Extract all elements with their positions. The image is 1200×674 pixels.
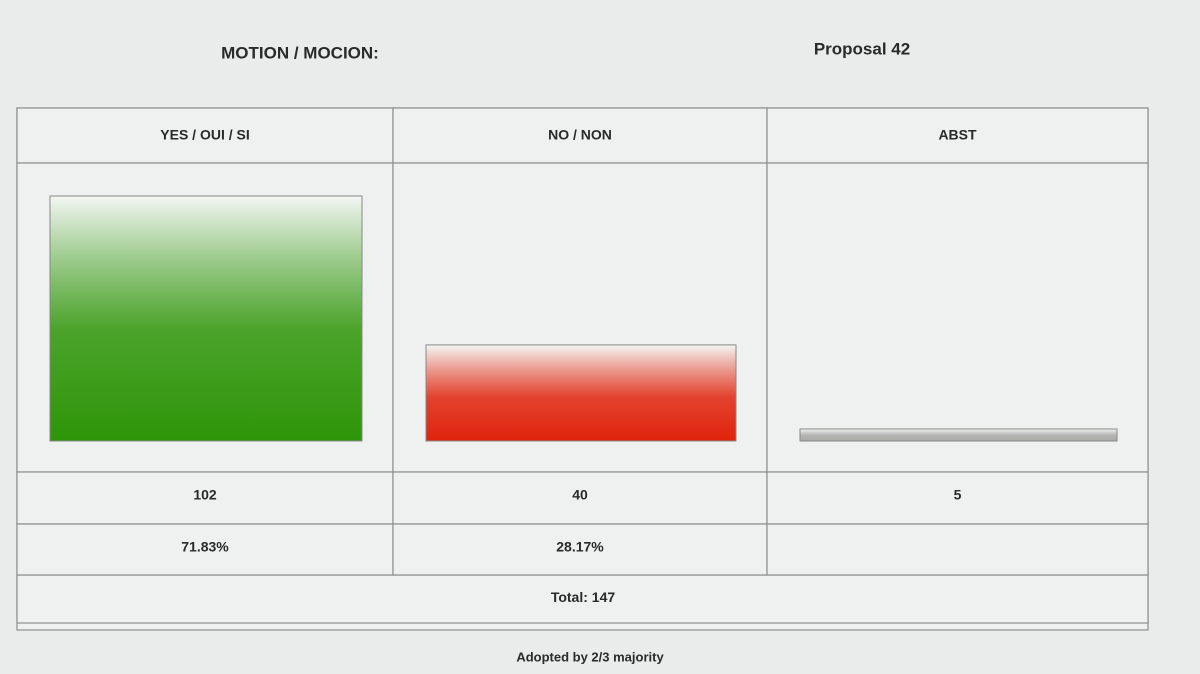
total-label: Total: <box>551 589 588 605</box>
column-header: ABST <box>938 127 977 143</box>
vote-percent: 28.17% <box>556 539 604 555</box>
total: Total: 147 <box>551 589 616 605</box>
motion-title: Proposal 42 <box>814 39 910 58</box>
bar <box>425 344 737 442</box>
total-value: 147 <box>592 589 616 605</box>
vote-count: 102 <box>193 487 217 503</box>
bar <box>49 195 363 442</box>
bar <box>799 428 1118 442</box>
table-cell <box>16 107 394 164</box>
vote-count: 40 <box>572 487 588 503</box>
table-cell <box>392 471 768 525</box>
table-cell <box>766 162 1149 473</box>
table-cell <box>392 523 768 576</box>
column-header: YES / OUI / SI <box>160 127 249 143</box>
motion-label: MOTION / MOCION: <box>221 43 379 62</box>
vote-percent: 71.83% <box>181 539 229 555</box>
column-header: NO / NON <box>548 127 612 143</box>
table-cell <box>392 107 768 164</box>
table-cell <box>766 523 1149 576</box>
result-note: Adopted by 2/3 majority <box>516 649 664 664</box>
table-cell <box>766 471 1149 525</box>
vote-count: 5 <box>954 487 962 503</box>
table-cell <box>16 523 394 576</box>
